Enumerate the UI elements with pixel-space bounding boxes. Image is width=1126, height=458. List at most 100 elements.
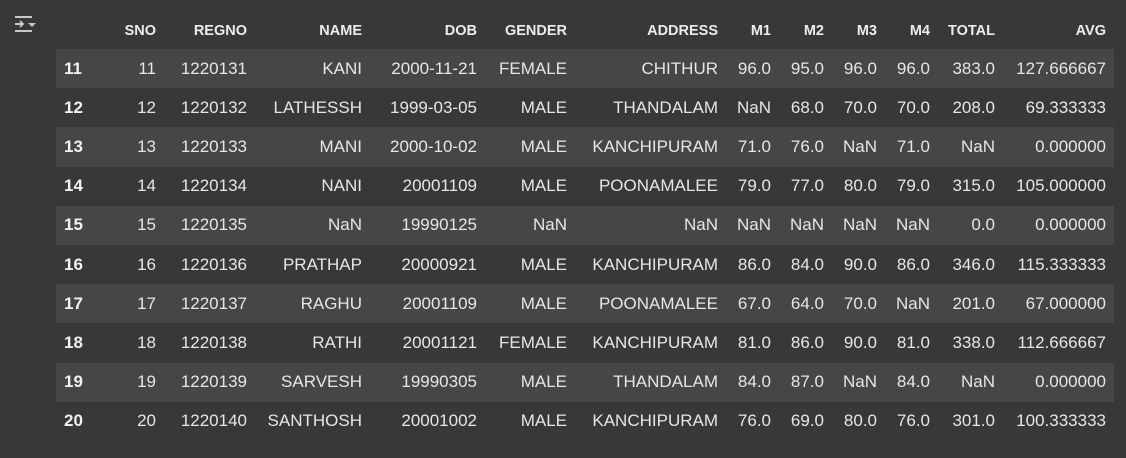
column-header-regno: REGNO (193, 22, 247, 39)
cell-dob: 20000921 (401, 254, 477, 274)
table-row: 17 17 1220137 RAGHU 20001109 MALE POONAMALEE 67… (56, 284, 1114, 324)
cell-total: 346.0 (952, 254, 995, 274)
cell-gender: MALE (520, 136, 567, 156)
cell-m2: 76.0 (790, 136, 824, 156)
cell-gender: MALE (520, 293, 567, 313)
cell-m1: 84.0 (737, 372, 771, 392)
cell-total: 201.0 (952, 293, 995, 313)
output-collapse-button[interactable] (10, 10, 40, 38)
cell-m4: 81.0 (896, 332, 930, 352)
cell-m1: NaN (736, 215, 771, 235)
cell-dob: 2000-11-21 (391, 58, 477, 78)
cell-sno: 20 (137, 411, 156, 431)
cell-dob: 20001109 (402, 176, 477, 196)
cell-dob: 20001002 (401, 411, 477, 431)
table-row: 16 16 1220136 PRATHAP 20000921 MALE KANCHIPURA… (56, 244, 1114, 285)
cell-dob: 2000-10-02 (390, 136, 477, 156)
cell-m2: 69.0 (790, 411, 824, 431)
cell-gender: FEMALE (498, 58, 567, 78)
cell-sno: 17 (137, 293, 156, 313)
cell-address: NaN (683, 215, 718, 235)
cell-regno: 1220135 (180, 215, 247, 235)
table-row: 15 15 1220135 NaN 19990125 NaN NaN NaN NaN NaN NaN… (56, 205, 1114, 245)
row-index: 15 (64, 215, 83, 235)
cell-m3: 90.0 (843, 254, 877, 274)
cell-m4: 71.0 (896, 136, 930, 156)
cell-avg: 127.666667 (1016, 58, 1106, 78)
cell-m1: 81.0 (737, 332, 771, 352)
cell-address: CHITHUR (641, 58, 719, 78)
cell-sno: 12 (137, 97, 156, 117)
cell-m1: 96.0 (737, 58, 771, 78)
column-header-sno: SNO (124, 22, 156, 39)
cell-address: THANDALAM (613, 97, 718, 117)
cell-sno: 14 (137, 176, 156, 196)
cell-m3: 90.0 (843, 332, 877, 352)
cell-dob: 20001121 (402, 332, 477, 352)
cell-name: MANI (319, 136, 363, 156)
column-header-m3: M3 (856, 22, 877, 39)
row-index: 17 (64, 293, 83, 313)
cell-sno: 11 (138, 58, 156, 78)
cell-sno: 15 (137, 215, 156, 235)
cell-address: POONAMALEE (598, 176, 718, 196)
output-collapse-icon (12, 13, 38, 35)
cell-sno: 16 (137, 254, 156, 274)
column-header-m2: M2 (803, 22, 824, 39)
table-row: 13 13 1220133 MANI 2000-10-02 MALE KANCHIPURAM… (56, 127, 1114, 167)
table-row: 11 11 1220131 KANI 2000-11-21 FEMALE CHITHUR 96… (56, 49, 1114, 89)
cell-m1: NaN (736, 97, 771, 117)
cell-regno: 1220134 (180, 176, 247, 196)
column-header-gender: GENDER (504, 22, 567, 39)
cell-m2: 87.0 (790, 372, 824, 392)
cell-m3: 96.0 (843, 58, 877, 78)
cell-dob: 19990125 (401, 215, 477, 235)
cell-m3: NaN (842, 215, 877, 235)
cell-m2: 68.0 (790, 97, 824, 117)
cell-m1: 86.0 (737, 254, 771, 274)
cell-total: NaN (960, 372, 995, 392)
header-row: SNO REGNO NAME DOB GENDER ADDRESS M1 M2 … (56, 12, 1114, 49)
cell-regno: 1220136 (180, 254, 247, 274)
column-header-m4: M4 (909, 22, 930, 39)
index-header (56, 12, 106, 49)
cell-m1: 71.0 (737, 136, 771, 156)
cell-gender: MALE (520, 254, 567, 274)
cell-name: RATHI (312, 332, 362, 352)
cell-total: NaN (960, 136, 995, 156)
row-index: 18 (64, 332, 83, 352)
cell-m4: NaN (895, 215, 930, 235)
cell-m4: 79.0 (896, 176, 930, 196)
column-header-total: TOTAL (948, 22, 995, 39)
cell-gender: MALE (520, 411, 567, 431)
cell-regno: 1220131 (180, 58, 247, 78)
cell-dob: 19990305 (401, 372, 477, 392)
cell-m3: 80.0 (843, 411, 877, 431)
cell-total: 0.0 (971, 215, 995, 235)
cell-avg: 69.333333 (1025, 97, 1106, 117)
cell-dob: 20001109 (402, 293, 477, 313)
dataframe-table: SNO REGNO NAME DOB GENDER ADDRESS M1 M2 … (56, 12, 1114, 441)
row-index: 14 (64, 176, 83, 196)
cell-m2: NaN (789, 215, 824, 235)
cell-m2: 86.0 (790, 332, 824, 352)
cell-gender: MALE (520, 97, 567, 117)
cell-m4: 84.0 (896, 372, 930, 392)
cell-m4: 70.0 (896, 97, 930, 117)
cell-address: KANCHIPURAM (592, 254, 718, 274)
column-header-name: NAME (319, 22, 362, 39)
row-index: 12 (64, 97, 83, 117)
cell-m3: 70.0 (843, 293, 877, 313)
row-index: 13 (64, 136, 83, 156)
cell-m4: 76.0 (896, 411, 930, 431)
cell-address: POONAMALEE (598, 293, 718, 313)
cell-m4: 96.0 (896, 58, 930, 78)
row-index: 19 (64, 372, 83, 392)
table-row: 12 12 1220132 LATHESSH 1999-03-05 MALE THANDAL… (56, 88, 1114, 128)
cell-total: 208.0 (952, 97, 995, 117)
cell-avg: 115.333333 (1017, 254, 1106, 274)
cell-avg: 67.000000 (1025, 293, 1106, 313)
cell-address: KANCHIPURAM (592, 136, 718, 156)
cell-sno: 13 (137, 136, 156, 156)
cell-regno: 1220140 (180, 411, 247, 431)
